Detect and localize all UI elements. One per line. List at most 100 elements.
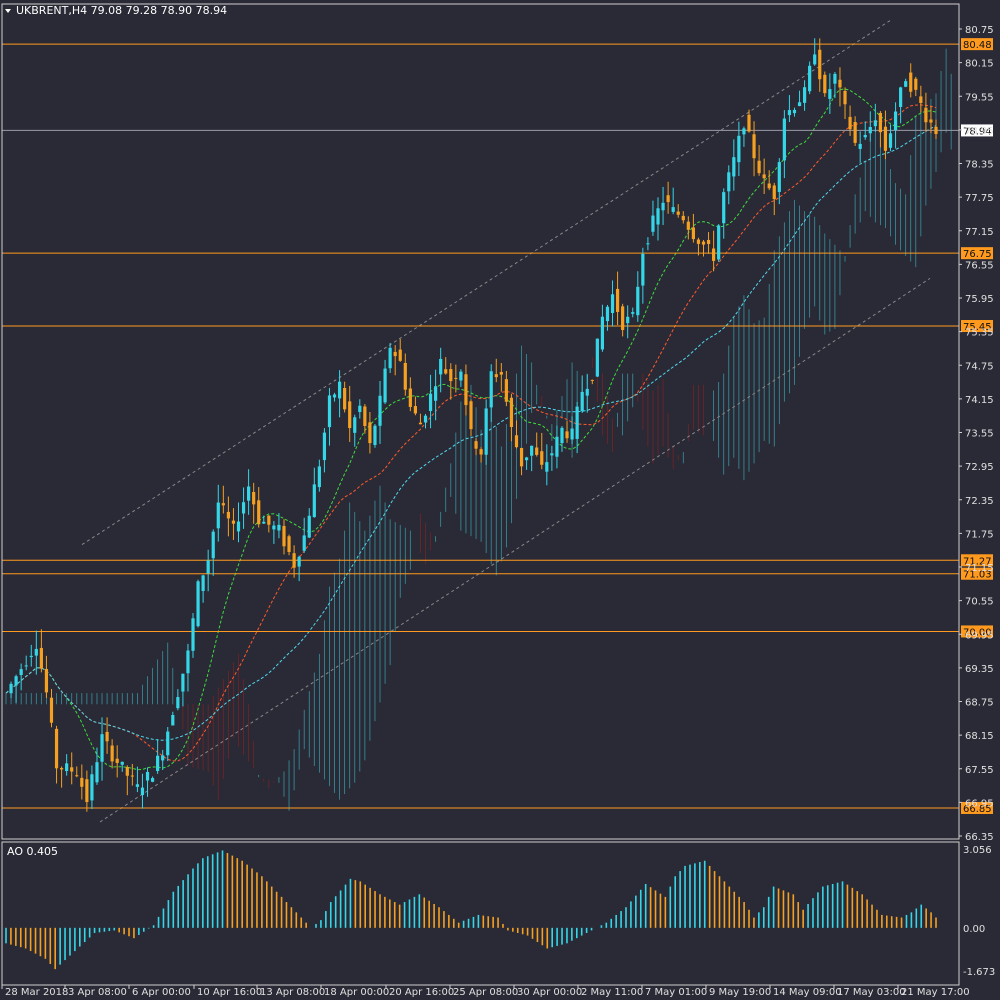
candle-body <box>307 515 311 538</box>
candle-body <box>691 227 695 240</box>
candle-body <box>39 647 43 669</box>
candle-body <box>888 133 893 148</box>
x-tick-label: 2 May 11:00 <box>581 987 643 998</box>
candle-body <box>14 676 18 686</box>
candle-body <box>201 575 205 592</box>
candle-body <box>322 432 327 461</box>
candle-body <box>75 775 79 777</box>
y-tick-label: 67.55 <box>965 765 994 776</box>
candle-body <box>610 294 615 313</box>
candle-body <box>797 102 802 107</box>
y-tick-label: 69.95 <box>965 630 994 641</box>
candle-body <box>848 116 852 130</box>
level-label: 75.45 <box>963 322 992 333</box>
candle-body <box>605 306 610 322</box>
candle-body <box>363 406 367 426</box>
x-tick-label: 13 Apr 08:00 <box>260 987 325 998</box>
x-tick-label: 6 Apr 00:00 <box>132 987 191 998</box>
candle-body <box>752 134 756 159</box>
candle-body <box>494 374 498 378</box>
candle-body <box>787 110 792 116</box>
candle-body <box>337 381 342 399</box>
candle-body <box>166 731 170 756</box>
candle-body <box>838 79 842 88</box>
y-tick-label: 71.75 <box>965 529 994 540</box>
candle-body <box>535 447 539 455</box>
candle-body <box>878 112 883 133</box>
candle-body <box>469 401 473 430</box>
y-tick-label: 78.95 <box>965 126 994 137</box>
candle-body <box>110 745 114 762</box>
candle-body <box>85 779 89 803</box>
candle-body <box>292 553 296 568</box>
candle-body <box>873 120 877 127</box>
candle-body <box>853 121 857 143</box>
candle-body <box>600 316 605 350</box>
ao-tick-label: 3.056 <box>963 845 992 856</box>
chevron-down-icon[interactable] <box>5 9 11 13</box>
candle-body <box>893 111 898 131</box>
candle-body <box>868 127 872 134</box>
symbol-label: UKBRENT,H4 79.08 79.28 78.90 78.94 <box>16 4 227 17</box>
candle-body <box>661 202 665 211</box>
level-label-box <box>961 554 993 567</box>
candle-body <box>914 78 918 90</box>
candle-body <box>428 393 433 412</box>
candle-body <box>595 338 599 377</box>
candle-body <box>241 502 246 514</box>
candle-body <box>621 306 625 331</box>
moving-averages <box>5 88 937 771</box>
candle-body <box>747 114 751 132</box>
candle-body <box>636 286 640 316</box>
candle-body <box>383 368 387 403</box>
y-tick-label: 72.95 <box>965 462 994 473</box>
y-tick-label: 66.95 <box>965 798 994 809</box>
candle-body <box>843 90 847 105</box>
candle-body <box>626 316 630 324</box>
candle-body <box>100 734 104 762</box>
candle-body <box>615 288 620 312</box>
y-tick-label: 68.15 <box>965 731 994 742</box>
y-tick-label: 73.55 <box>965 429 994 440</box>
candle-body <box>398 349 402 361</box>
candle-body <box>327 395 332 428</box>
x-tick-label: 28 Mar 2018 <box>5 987 68 998</box>
level-label: 66.85 <box>963 804 992 815</box>
candle-body <box>585 388 589 396</box>
trend-channel <box>81 20 931 823</box>
candle-body <box>206 560 210 574</box>
y-tick-label: 72.35 <box>965 496 994 507</box>
candle-body <box>115 758 119 763</box>
candle-body <box>555 436 559 457</box>
candle-body <box>9 683 13 694</box>
candle-body <box>19 669 23 676</box>
candle-body <box>312 484 316 518</box>
candle-body <box>181 673 185 692</box>
candle-body <box>282 525 286 547</box>
ao-tick-label: -1.673 <box>963 967 995 978</box>
level-label-box <box>961 38 993 51</box>
candle-body <box>732 157 736 177</box>
candle-body <box>737 135 741 163</box>
candle-body <box>934 126 938 134</box>
y-tick-label: 75.95 <box>965 294 994 305</box>
candle-body <box>171 714 175 726</box>
moving-average-line <box>5 125 937 741</box>
candle-body <box>373 425 377 445</box>
x-tick-label: 9 May 19:00 <box>709 987 771 998</box>
candle-body <box>439 358 443 375</box>
candle-body <box>332 394 337 398</box>
x-tick-label: 3 Apr 08:00 <box>68 987 127 998</box>
candle-body <box>646 243 650 245</box>
candle-body <box>343 388 347 410</box>
candle-body <box>590 379 594 381</box>
candle-body <box>863 134 867 138</box>
candle-body <box>509 397 514 427</box>
candle-body <box>919 96 923 103</box>
candle-body <box>186 650 190 674</box>
candle-body <box>125 766 129 776</box>
candle-body <box>444 369 448 374</box>
